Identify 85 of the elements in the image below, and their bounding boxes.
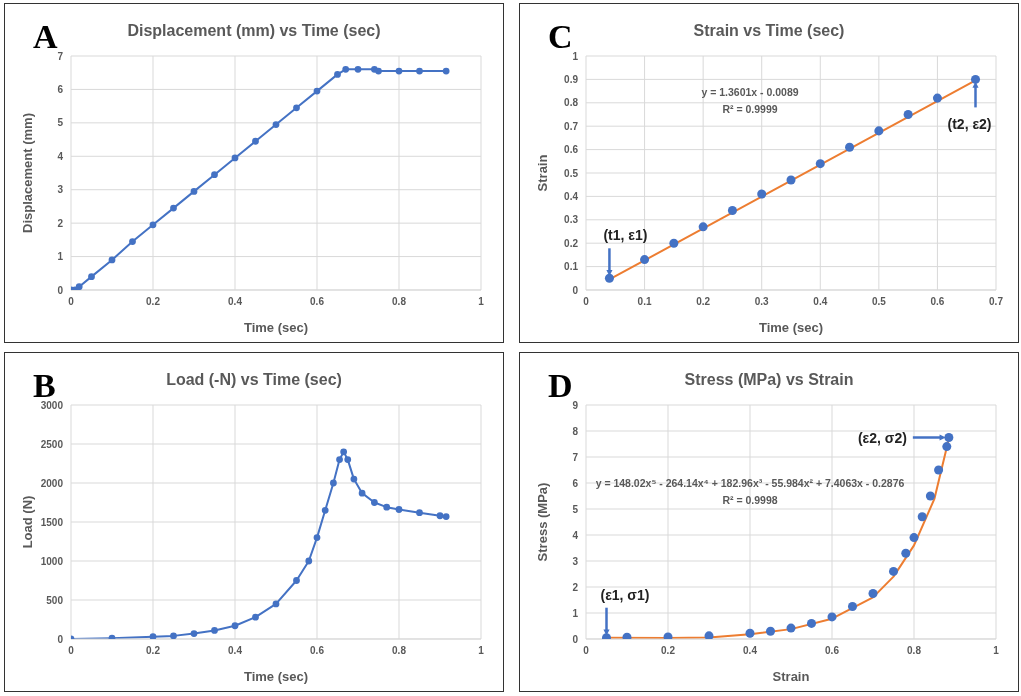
- x-tick-label: 0: [68, 296, 75, 308]
- text: D: [548, 367, 573, 405]
- y-tick-label: 0.7: [564, 120, 579, 132]
- y-tick-label: 0.5: [564, 167, 579, 179]
- y-tick-label: 2: [57, 217, 64, 229]
- x-axis-title: Time (sec): [243, 669, 309, 684]
- x-tick-label: 1: [478, 296, 485, 308]
- x-tick-label: 0.4: [813, 296, 828, 308]
- chart-title: Strain vs Time (sec): [693, 22, 845, 39]
- y-tick-label: 0.6: [564, 144, 579, 156]
- y-tick-label: 7: [57, 50, 64, 62]
- x-tick-label: 0.8: [907, 645, 922, 657]
- annotation: y = 148.02x⁵ - 264.14x⁴ + 182.96x³ - 55.984x² + 7.4063x - 0.2876: [595, 477, 905, 490]
- y-tick-label: 0.9: [564, 73, 579, 85]
- x-tick-label: 0.1: [637, 296, 652, 308]
- chart-title: Displacement (mm) vs Time (sec): [127, 22, 381, 39]
- y-tick-label: 8: [572, 425, 579, 437]
- x-tick-label: 0.6: [310, 296, 325, 308]
- x-tick-label: 0.8: [392, 645, 407, 657]
- x-tick-label: 0.2: [696, 296, 711, 308]
- y-tick-label: 0.2: [564, 237, 579, 249]
- y-tick-label: 0: [572, 284, 579, 296]
- y-axis-title: Strain: [534, 154, 550, 192]
- annotation: (ε1, σ1): [600, 586, 650, 603]
- x-axis-title: Time (sec): [243, 320, 309, 335]
- y-tick-label: 0.1: [564, 261, 579, 273]
- y-tick-label: 1: [572, 607, 579, 619]
- annotation: (t2, ε2): [947, 116, 992, 133]
- y-tick-label: 7: [572, 451, 579, 463]
- y-tick-label: 0.4: [564, 190, 579, 202]
- x-tick-label: 0.5: [871, 296, 887, 308]
- y-tick-label: 5: [572, 503, 579, 515]
- y-tick-label: 0.3: [564, 214, 579, 226]
- y-tick-label: 500: [46, 594, 64, 606]
- annotation: y = 1.3601x - 0.0089: [701, 86, 799, 99]
- y-tick-label: 3: [57, 184, 64, 196]
- y-tick-label: 0.8: [564, 97, 579, 109]
- y-tick-label: 0: [57, 633, 64, 645]
- y-tick-label: 1000: [40, 555, 64, 567]
- annotation: (t1, ε1): [603, 227, 648, 244]
- x-tick-label: 0.4: [228, 645, 243, 657]
- y-axis-title: Stress (MPa): [534, 482, 550, 562]
- x-tick-label: 1: [993, 645, 1000, 657]
- y-axis-title: Load (N): [19, 495, 35, 549]
- x-tick-label: 0.8: [392, 296, 407, 308]
- x-tick-label: 0.2: [146, 645, 161, 657]
- text: C: [548, 18, 573, 56]
- y-tick-label: 2: [572, 581, 579, 593]
- y-tick-label: 1: [572, 50, 579, 62]
- x-tick-label: 0.7: [989, 296, 1004, 308]
- y-axis-title: Displacement (mm): [19, 113, 35, 233]
- x-tick-label: 0.6: [825, 645, 840, 657]
- x-axis-title: Strain: [772, 669, 810, 684]
- x-tick-label: 0.3: [754, 296, 770, 308]
- y-tick-label: 0: [57, 284, 64, 296]
- annotation: (ε2, σ2): [857, 429, 907, 446]
- x-tick-label: 0.4: [228, 296, 243, 308]
- x-tick-label: 0: [583, 645, 590, 657]
- y-tick-label: 1: [57, 251, 64, 263]
- x-tick-label: 0.6: [310, 645, 325, 657]
- y-tick-label: 6: [572, 477, 579, 489]
- y-tick-label: 6: [57, 83, 64, 95]
- y-tick-label: 2000: [40, 477, 64, 489]
- y-tick-label: 1500: [40, 516, 64, 528]
- y-tick-label: 4: [57, 150, 64, 162]
- y-tick-label: 3000: [40, 399, 64, 411]
- x-tick-label: 1: [478, 645, 485, 657]
- x-tick-label: 0.2: [146, 296, 161, 308]
- x-tick-label: 0: [583, 296, 590, 308]
- x-tick-label: 0.6: [930, 296, 945, 308]
- annotation: R² = 0.9998: [722, 494, 778, 507]
- y-tick-label: 0: [572, 633, 579, 645]
- text: A: [33, 18, 58, 56]
- y-tick-label: 3: [572, 555, 579, 567]
- x-tick-label: 0: [68, 645, 75, 657]
- annotation: R² = 0.9999: [722, 103, 778, 116]
- chart-title: Stress (MPa) vs Strain: [684, 371, 854, 388]
- y-tick-label: 9: [572, 399, 579, 411]
- chart-title: Load (-N) vs Time (sec): [166, 371, 342, 388]
- x-tick-label: 0.4: [743, 645, 758, 657]
- y-tick-label: 5: [57, 117, 64, 129]
- y-tick-label: 4: [572, 529, 579, 541]
- y-tick-label: 2500: [40, 438, 64, 450]
- x-tick-label: 0.2: [661, 645, 676, 657]
- x-axis-title: Time (sec): [758, 320, 824, 335]
